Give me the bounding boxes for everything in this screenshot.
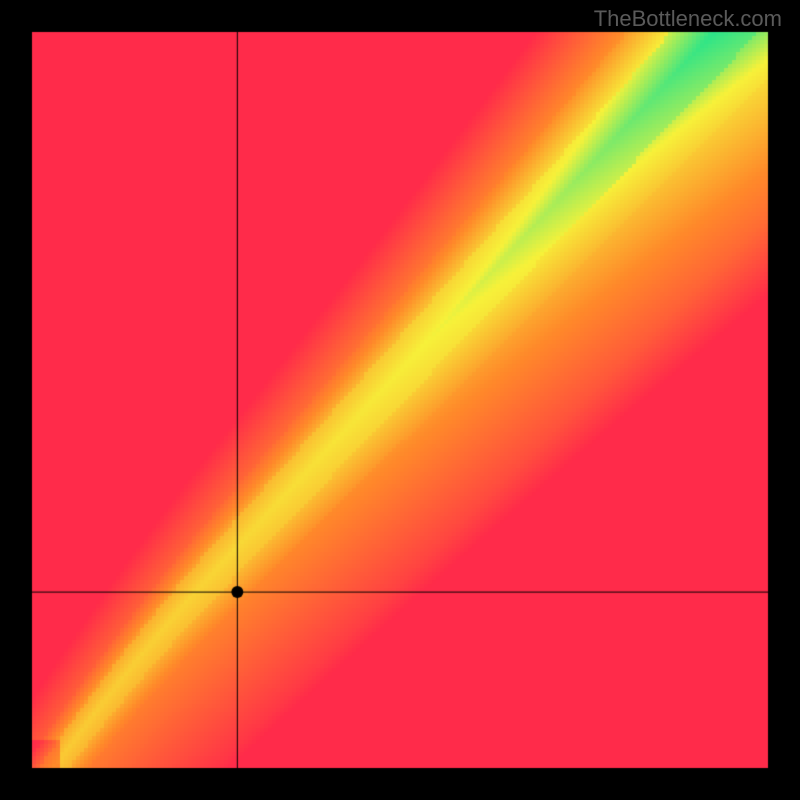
chart-container: TheBottleneck.com bbox=[0, 0, 800, 800]
watermark-text: TheBottleneck.com bbox=[594, 6, 782, 32]
bottleneck-heatmap bbox=[0, 0, 800, 800]
